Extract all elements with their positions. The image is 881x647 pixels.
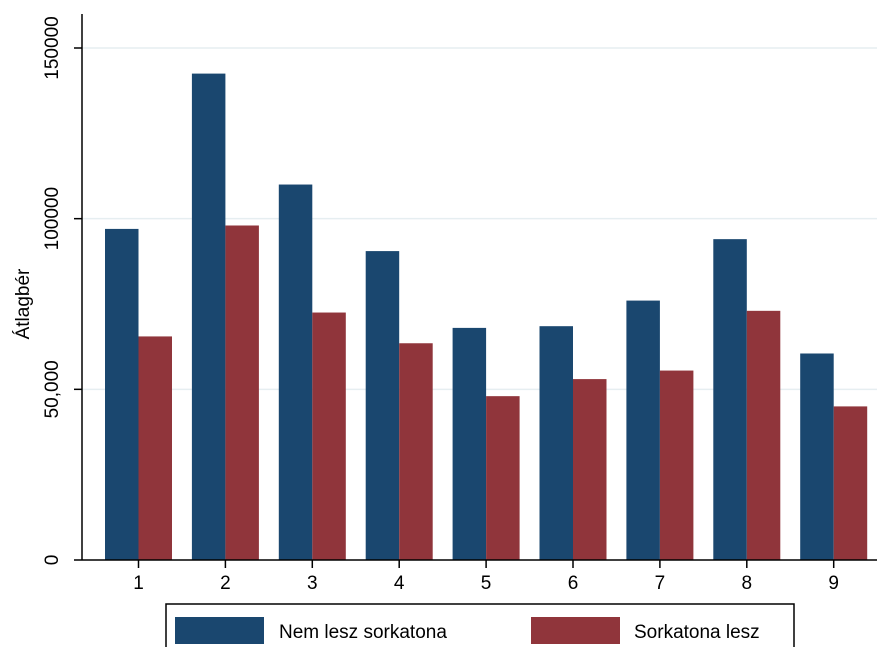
y-tick-label: 50,000 [42,360,63,418]
legend-swatch [531,617,620,644]
bar-nem-lesz-sorkatona-6 [539,326,573,560]
bar-nem-lesz-sorkatona-1 [105,228,139,560]
x-tick-label: 6 [568,573,579,594]
x-tick-label: 4 [394,573,405,594]
y-ticks: 0 50,000 100000 150000 [42,16,82,565]
x-tick-label: 1 [133,573,144,594]
legend: Nem lesz sorkatona Sorkatona lesz [165,603,795,647]
x-tick-label: 9 [828,573,839,594]
bar-nem-lesz-sorkatona-5 [452,327,487,560]
bar-nem-lesz-sorkatona-8 [713,239,747,560]
legend-swatch [175,617,264,644]
y-tick-label: 150000 [42,16,63,79]
x-tick-label: 8 [742,573,753,594]
bar-sorkatona-lesz-1 [138,336,172,560]
bar-nem-lesz-sorkatona-2 [191,73,226,560]
bar-sorkatona-lesz-8 [746,310,781,560]
x-tick-label: 5 [481,573,492,594]
bar-nem-lesz-sorkatona-9 [800,353,834,560]
x-ticks: 1 2 3 4 5 6 7 8 9 [133,560,839,594]
bar-sorkatona-lesz-6 [573,379,607,560]
legend-label: Sorkatona lesz [634,622,760,643]
x-tick-label: 2 [220,573,231,594]
bar-nem-lesz-sorkatona-7 [626,300,660,560]
y-tick-label: 100000 [42,187,63,250]
bar-sorkatona-lesz-9 [833,406,868,560]
bar-sorkatona-lesz-4 [399,343,433,560]
bar-nem-lesz-sorkatona-3 [278,184,313,561]
legend-box [165,603,795,647]
legend-label: Nem lesz sorkatona [279,622,447,643]
x-tick-label: 7 [655,573,666,594]
bars [105,73,868,561]
bar-sorkatona-lesz-5 [486,396,520,560]
bar-sorkatona-lesz-7 [659,370,694,560]
y-tick-label: 0 [42,555,63,566]
bar-sorkatona-lesz-2 [225,225,259,560]
y-axis-title: Átlagbér [13,268,34,339]
bar-sorkatona-lesz-3 [312,312,346,560]
x-tick-label: 3 [307,573,318,594]
bar-nem-lesz-sorkatona-4 [365,251,400,561]
